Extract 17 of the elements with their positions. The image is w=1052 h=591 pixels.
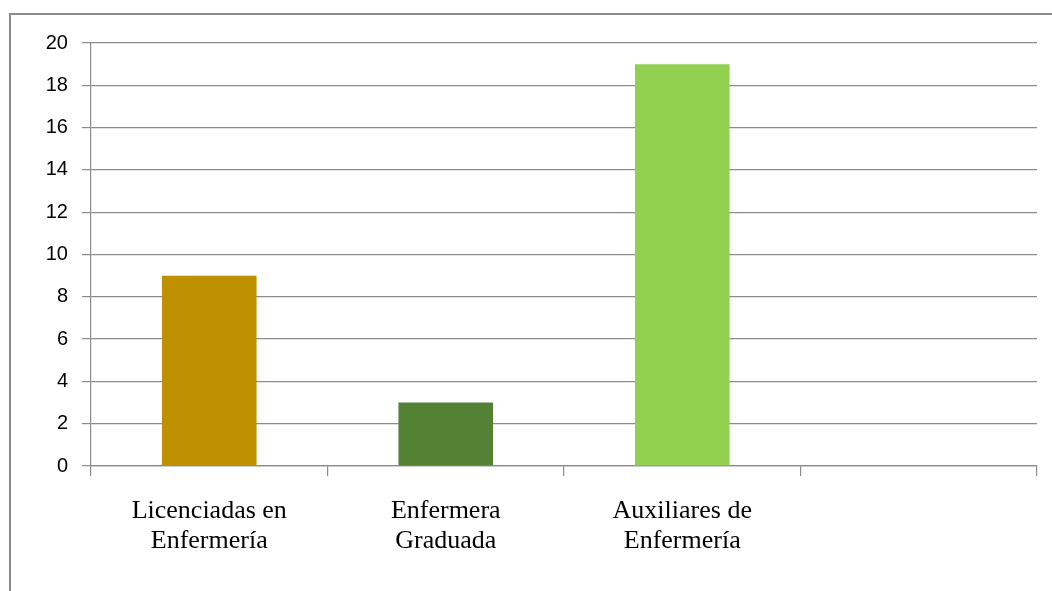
y-tick-label: 0 <box>56 453 68 476</box>
y-tick-label: 16 <box>45 115 68 138</box>
bar <box>398 402 494 466</box>
y-tick-label: 6 <box>56 326 68 349</box>
y-tick-label: 14 <box>45 157 68 180</box>
x-tick-label: Licenciadas en Enfermería <box>131 494 287 554</box>
y-tick-label: 10 <box>45 242 68 265</box>
y-tick-label: 4 <box>56 368 68 391</box>
bar <box>634 64 730 466</box>
y-tick-label: 18 <box>45 72 68 95</box>
y-tick-label: 12 <box>45 199 68 222</box>
y-tick-label: 20 <box>45 30 68 53</box>
y-tick-label: 2 <box>56 411 68 434</box>
y-tick-label: 8 <box>56 284 68 307</box>
x-tick-label: Auxiliares de Enfermería <box>612 494 752 554</box>
x-tick-label: Enfermera Graduada <box>390 494 502 554</box>
bar <box>161 275 257 466</box>
